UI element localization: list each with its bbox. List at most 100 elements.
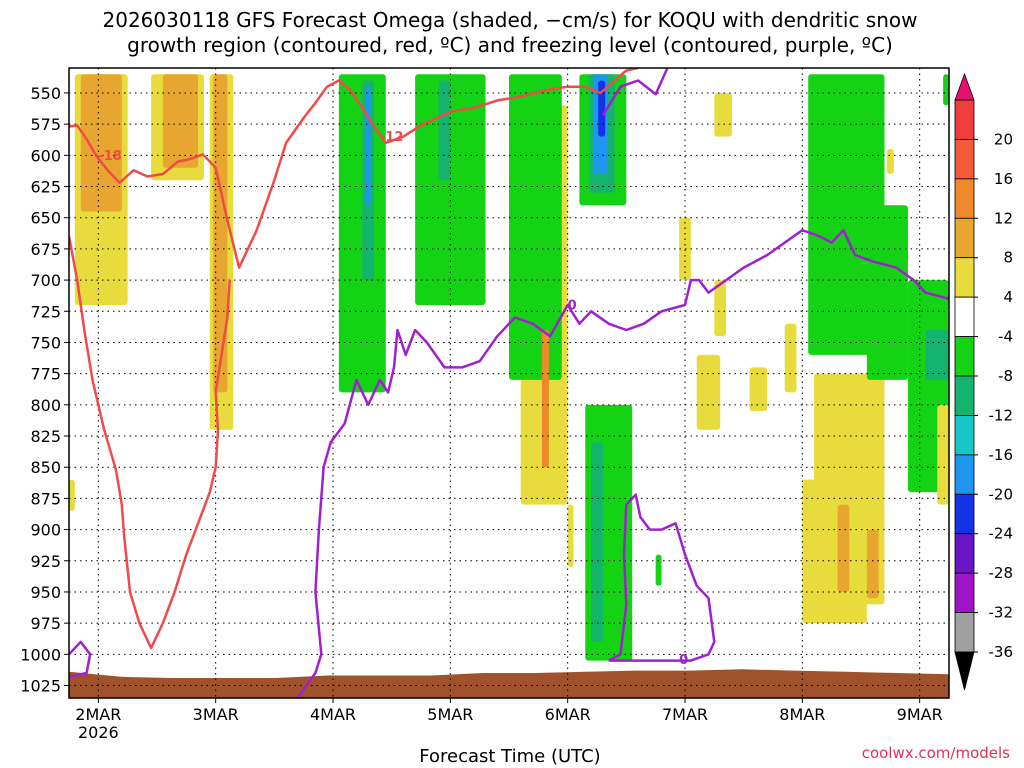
colorbar-label: 20 bbox=[994, 130, 1013, 148]
colorbar-swatch bbox=[954, 533, 975, 574]
omega-shade-region bbox=[509, 74, 562, 380]
omega-shade-region bbox=[886, 149, 894, 175]
colorbar-swatch bbox=[954, 296, 975, 337]
colorbar-swatch bbox=[954, 336, 975, 377]
contour-dgz-minus-18 bbox=[69, 124, 205, 185]
omega-shade-region bbox=[696, 354, 721, 430]
y-tick-label: 600 bbox=[30, 146, 61, 165]
omega-shade-region bbox=[162, 74, 199, 168]
x-tick-label: 7MAR bbox=[662, 705, 708, 724]
colorbar-label: 12 bbox=[994, 209, 1013, 227]
omega-shade-region bbox=[567, 504, 574, 568]
colorbar-label: 4 bbox=[1003, 288, 1013, 306]
x-tick-label: 4MAR bbox=[310, 705, 356, 724]
omega-shade-region bbox=[937, 404, 949, 505]
colorbar-label: 16 bbox=[994, 170, 1013, 188]
omega-shade-region bbox=[338, 74, 386, 393]
omega-shade-region bbox=[749, 367, 768, 412]
omega-shade-region bbox=[802, 479, 867, 624]
colorbar-swatch bbox=[954, 375, 975, 416]
omega-shade-region bbox=[714, 92, 732, 137]
contour-label: -12 bbox=[380, 130, 404, 145]
y-tick-label: 925 bbox=[30, 552, 61, 571]
omega-shade-region bbox=[655, 554, 662, 586]
contour-freezing-level-low bbox=[608, 493, 716, 662]
contour-label: 0 bbox=[568, 299, 577, 314]
colorbar-swatch bbox=[954, 178, 975, 219]
colorbar-label: -28 bbox=[989, 564, 1014, 582]
omega-shade-region bbox=[541, 329, 549, 468]
colorbar-swatch bbox=[954, 572, 975, 613]
colorbar-top-arrow bbox=[954, 72, 975, 101]
x-axis-title: Forecast Time (UTC) bbox=[419, 746, 600, 767]
contour-freezing-level-left bbox=[69, 640, 92, 679]
y-tick-label: 825 bbox=[30, 427, 61, 446]
plot-area: -18 -12 0 0 bbox=[69, 68, 949, 698]
chart-title-line2: growth region (contoured, red, ºC) and f… bbox=[127, 33, 893, 57]
omega-shade-region bbox=[591, 442, 603, 642]
contour-freezing-level-main bbox=[296, 228, 949, 698]
y-tick-label: 1025 bbox=[20, 677, 61, 696]
omega-shade-region bbox=[866, 205, 908, 380]
omega-shade-region bbox=[69, 479, 75, 511]
colorbar-swatch bbox=[954, 257, 975, 298]
colorbar-bottom-arrow bbox=[954, 651, 975, 691]
colorbar-swatch bbox=[954, 612, 975, 653]
y-tick-label: 650 bbox=[30, 209, 61, 228]
omega-shade-region bbox=[808, 74, 885, 355]
colorbar: 20 16 12 8 4 -4 -8 -12 -16 -20 -24 -28 -32 -36 bbox=[954, 72, 1014, 691]
chart-title-line1: 2026030118 GFS Forecast Omega (shaded, −… bbox=[103, 8, 918, 32]
contour-label: -18 bbox=[98, 149, 122, 164]
credit-text: coolwx.com/models bbox=[862, 744, 1010, 762]
omega-shade-region bbox=[598, 80, 606, 137]
contour-freezing-level-upper bbox=[601, 68, 669, 117]
omega-shade-region bbox=[365, 86, 371, 206]
y-tick-label: 975 bbox=[30, 614, 61, 633]
y-tick-label: 725 bbox=[30, 302, 61, 321]
colorbar-label: -24 bbox=[989, 525, 1014, 543]
omega-shade-region bbox=[213, 74, 228, 393]
colorbar-swatch bbox=[954, 217, 975, 259]
omega-shade-region bbox=[837, 504, 850, 592]
x-tick-label: 6MAR bbox=[545, 705, 591, 724]
colorbar-label: -36 bbox=[989, 643, 1014, 661]
y-tick-label: 875 bbox=[30, 489, 61, 508]
y-tick-label: 675 bbox=[30, 240, 61, 259]
colorbar-label: -20 bbox=[989, 485, 1014, 503]
colorbar-swatch bbox=[954, 99, 975, 140]
colorbar-label: -4 bbox=[998, 328, 1013, 346]
x-tick-label: 8MAR bbox=[779, 705, 825, 724]
x-tick-label: 2MAR bbox=[75, 705, 121, 724]
terrain-surface bbox=[69, 669, 949, 698]
contour-dgz-minus-12-upper bbox=[202, 69, 628, 269]
omega-shade-region bbox=[438, 80, 451, 181]
y-tick-label: 1000 bbox=[20, 645, 61, 664]
y-tick-label: 900 bbox=[30, 521, 61, 540]
contour-dgz-lower bbox=[69, 236, 231, 650]
colorbar-label: -32 bbox=[989, 604, 1014, 622]
omega-shade-region bbox=[866, 529, 879, 599]
colorbar-label: 8 bbox=[1003, 249, 1013, 267]
y-tick-label: 800 bbox=[30, 396, 61, 415]
plot-frame bbox=[68, 67, 950, 699]
colorbar-swatch bbox=[954, 415, 975, 456]
y-tick-label: 575 bbox=[30, 115, 61, 134]
y-tick-label: 750 bbox=[30, 333, 61, 352]
y-tick-label: 850 bbox=[30, 458, 61, 477]
x-tick-label: 5MAR bbox=[427, 705, 473, 724]
x-tick-sublabel: 2026 bbox=[78, 723, 119, 742]
colorbar-swatch bbox=[954, 454, 975, 495]
axes: 550 575 600 625 650 675 700 725 750 775 800 825 850 8… bbox=[20, 67, 950, 742]
y-tick-label: 700 bbox=[30, 271, 61, 290]
y-tick-label: 775 bbox=[30, 365, 61, 384]
colorbar-label: -12 bbox=[989, 406, 1014, 424]
omega-shade-region bbox=[943, 74, 949, 106]
omega-shade-region bbox=[80, 74, 122, 212]
y-tick-label: 625 bbox=[30, 178, 61, 197]
omega-shade-region bbox=[925, 329, 949, 380]
y-tick-label: 950 bbox=[30, 583, 61, 602]
colorbar-label: -8 bbox=[998, 367, 1013, 385]
omega-shade-region bbox=[714, 280, 727, 337]
y-tick-label: 550 bbox=[30, 84, 61, 103]
